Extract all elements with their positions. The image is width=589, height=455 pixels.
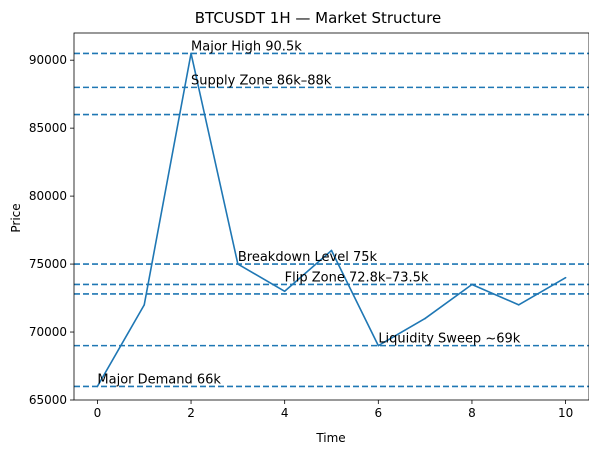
y-tick-label: 75000 <box>29 257 67 271</box>
x-tick-label: 4 <box>281 406 289 420</box>
y-tick-label: 90000 <box>29 53 67 67</box>
price-point <box>377 344 380 347</box>
annotation-label: Major High 90.5k <box>191 39 302 54</box>
chart-title: BTCUSDT 1H — Market Structure <box>195 9 442 27</box>
price-point <box>190 52 192 55</box>
y-tick-label: 70000 <box>29 325 67 339</box>
plot-frame <box>73 32 589 401</box>
x-axis-label: Time <box>315 431 345 445</box>
y-axis-label: Price <box>9 203 23 232</box>
price-point <box>143 304 146 306</box>
annotation-label: Breakdown Level 75k <box>238 250 378 265</box>
price-point <box>330 249 333 252</box>
x-tick-label: 6 <box>374 406 382 420</box>
x-tick-label: 10 <box>558 406 573 420</box>
y-tick-label: 80000 <box>29 189 67 203</box>
price-point <box>471 283 473 286</box>
price-point <box>283 290 286 293</box>
annotation-label: Major Demand 66k <box>97 372 221 387</box>
y-tick-label: 65000 <box>29 393 67 407</box>
x-tick-label: 0 <box>94 406 102 420</box>
x-tick-label: 2 <box>187 406 195 420</box>
price-point <box>564 276 567 279</box>
annotation-label: Supply Zone 86k–88k <box>191 73 332 88</box>
annotation-label: Liquidity Sweep ~69k <box>378 332 520 347</box>
annotation-label: Flip Zone 72.8k–73.5k <box>285 270 429 285</box>
price-point <box>517 304 520 306</box>
price-point <box>237 263 239 265</box>
price-point <box>96 385 99 388</box>
y-tick-label: 85000 <box>29 121 67 135</box>
price-point <box>424 317 426 320</box>
x-tick-label: 8 <box>468 406 476 420</box>
